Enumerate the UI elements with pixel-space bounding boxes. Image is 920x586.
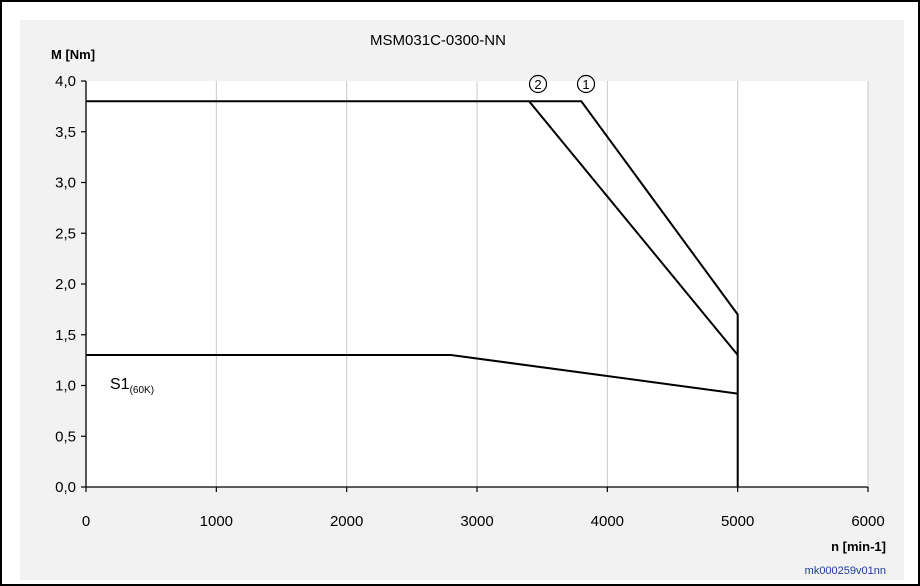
- s1-annotation-main: S1: [110, 376, 130, 393]
- chart-title: MSM031C-0300-NN: [370, 32, 506, 49]
- curve2-marker: 2: [528, 74, 548, 94]
- series-line-1: [86, 100, 739, 487]
- y-tick-label: 0,0: [55, 479, 76, 496]
- series-line-2: [528, 100, 739, 356]
- x-axis-label: n [min-1]: [831, 539, 886, 554]
- curve1-marker: 1: [576, 74, 596, 94]
- s1-annotation: S1(60K): [110, 376, 154, 396]
- series-lines: [86, 100, 739, 487]
- x-tick-label: 0: [82, 513, 90, 530]
- y-tick-label: 2,0: [55, 276, 76, 293]
- x-tick-label: 5000: [721, 513, 754, 530]
- series-line-3: [86, 354, 738, 395]
- x-tick-label: 6000: [851, 513, 884, 530]
- y-tick-label: 3,0: [55, 175, 76, 192]
- x-tick-label: 1000: [200, 513, 233, 530]
- y-axis-label: M [Nm]: [51, 47, 95, 62]
- figure-credit: mk000259v01nn: [805, 565, 886, 577]
- y-tick-label: 4,0: [55, 73, 76, 90]
- s1-annotation-sub: (60K): [130, 385, 154, 396]
- y-tick-label: 3,5: [55, 124, 76, 141]
- y-tick-label: 1,5: [55, 327, 76, 344]
- x-tick-label: 4000: [591, 513, 624, 530]
- y-tick-label: 2,5: [55, 225, 76, 242]
- y-tick-label: 1,0: [55, 378, 76, 395]
- x-tick-label: 3000: [460, 513, 493, 530]
- curve2-marker-label: 2: [534, 77, 541, 92]
- x-tick-label: 2000: [330, 513, 363, 530]
- curve1-marker-label: 1: [582, 77, 589, 92]
- y-tick-label: 0,5: [55, 428, 76, 445]
- grid-lines: [86, 81, 869, 487]
- tick-labels: 0,0 0,5 1,0 1,5 2,0 2,5 3,0 3,5 4,0 0 1000 2000 3000…: [55, 73, 885, 530]
